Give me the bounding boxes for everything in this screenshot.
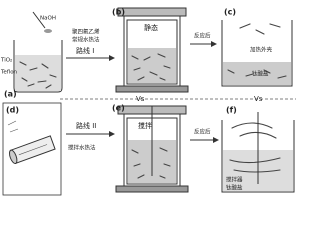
panel-label: (b) (112, 8, 125, 17)
route-method: 常规水热法 (72, 36, 100, 44)
diagram: (a) NaOH TiO₂ Teflon 聚四氟乙烯 常规水热法 路线 I (b… (0, 7, 296, 196)
panel-c: (c) 加热外壳 钛酸盐 (221, 8, 293, 87)
panel-a: (a) NaOH TiO₂ Teflon (0, 11, 63, 99)
route-label: 路线 I (76, 46, 94, 55)
panel-b: (b) 静态 (112, 7, 189, 93)
powder: TiO₂ (0, 58, 12, 64)
versus: Vs (254, 95, 263, 103)
liner: Teflon (0, 70, 18, 76)
stirrer: 搅拌器 (226, 176, 243, 184)
product: 钛酸盐 (252, 70, 269, 78)
route-label: 路线 II (76, 121, 96, 130)
panel-e: (e) 搅拌 (112, 104, 189, 193)
panel-label: (e) (112, 104, 125, 113)
route-method: 聚四氟乙烯 (72, 28, 100, 36)
after-label: 反应后 (194, 32, 211, 40)
panel-label: (f) (226, 106, 237, 115)
state: 搅拌 (138, 121, 152, 130)
state: 静态 (144, 23, 158, 32)
route-method: 搅拌水热法 (68, 144, 96, 152)
versus: Vs (136, 95, 145, 103)
product: 钛酸盐 (226, 184, 243, 192)
page: {"panels": { "a": {"label": "(a)", "reag… (0, 7, 296, 196)
panel-label: (d) (6, 106, 19, 115)
after-label: 反应后 (194, 128, 211, 136)
panel-label: (c) (224, 8, 236, 17)
panel-d: (d) (2, 102, 62, 196)
reagent: NaOH (40, 16, 56, 22)
panel-label: (a) (4, 90, 17, 99)
shell: 加热外壳 (250, 46, 273, 54)
panel-f: (f) 搅拌器 钛酸盐 (221, 106, 295, 193)
